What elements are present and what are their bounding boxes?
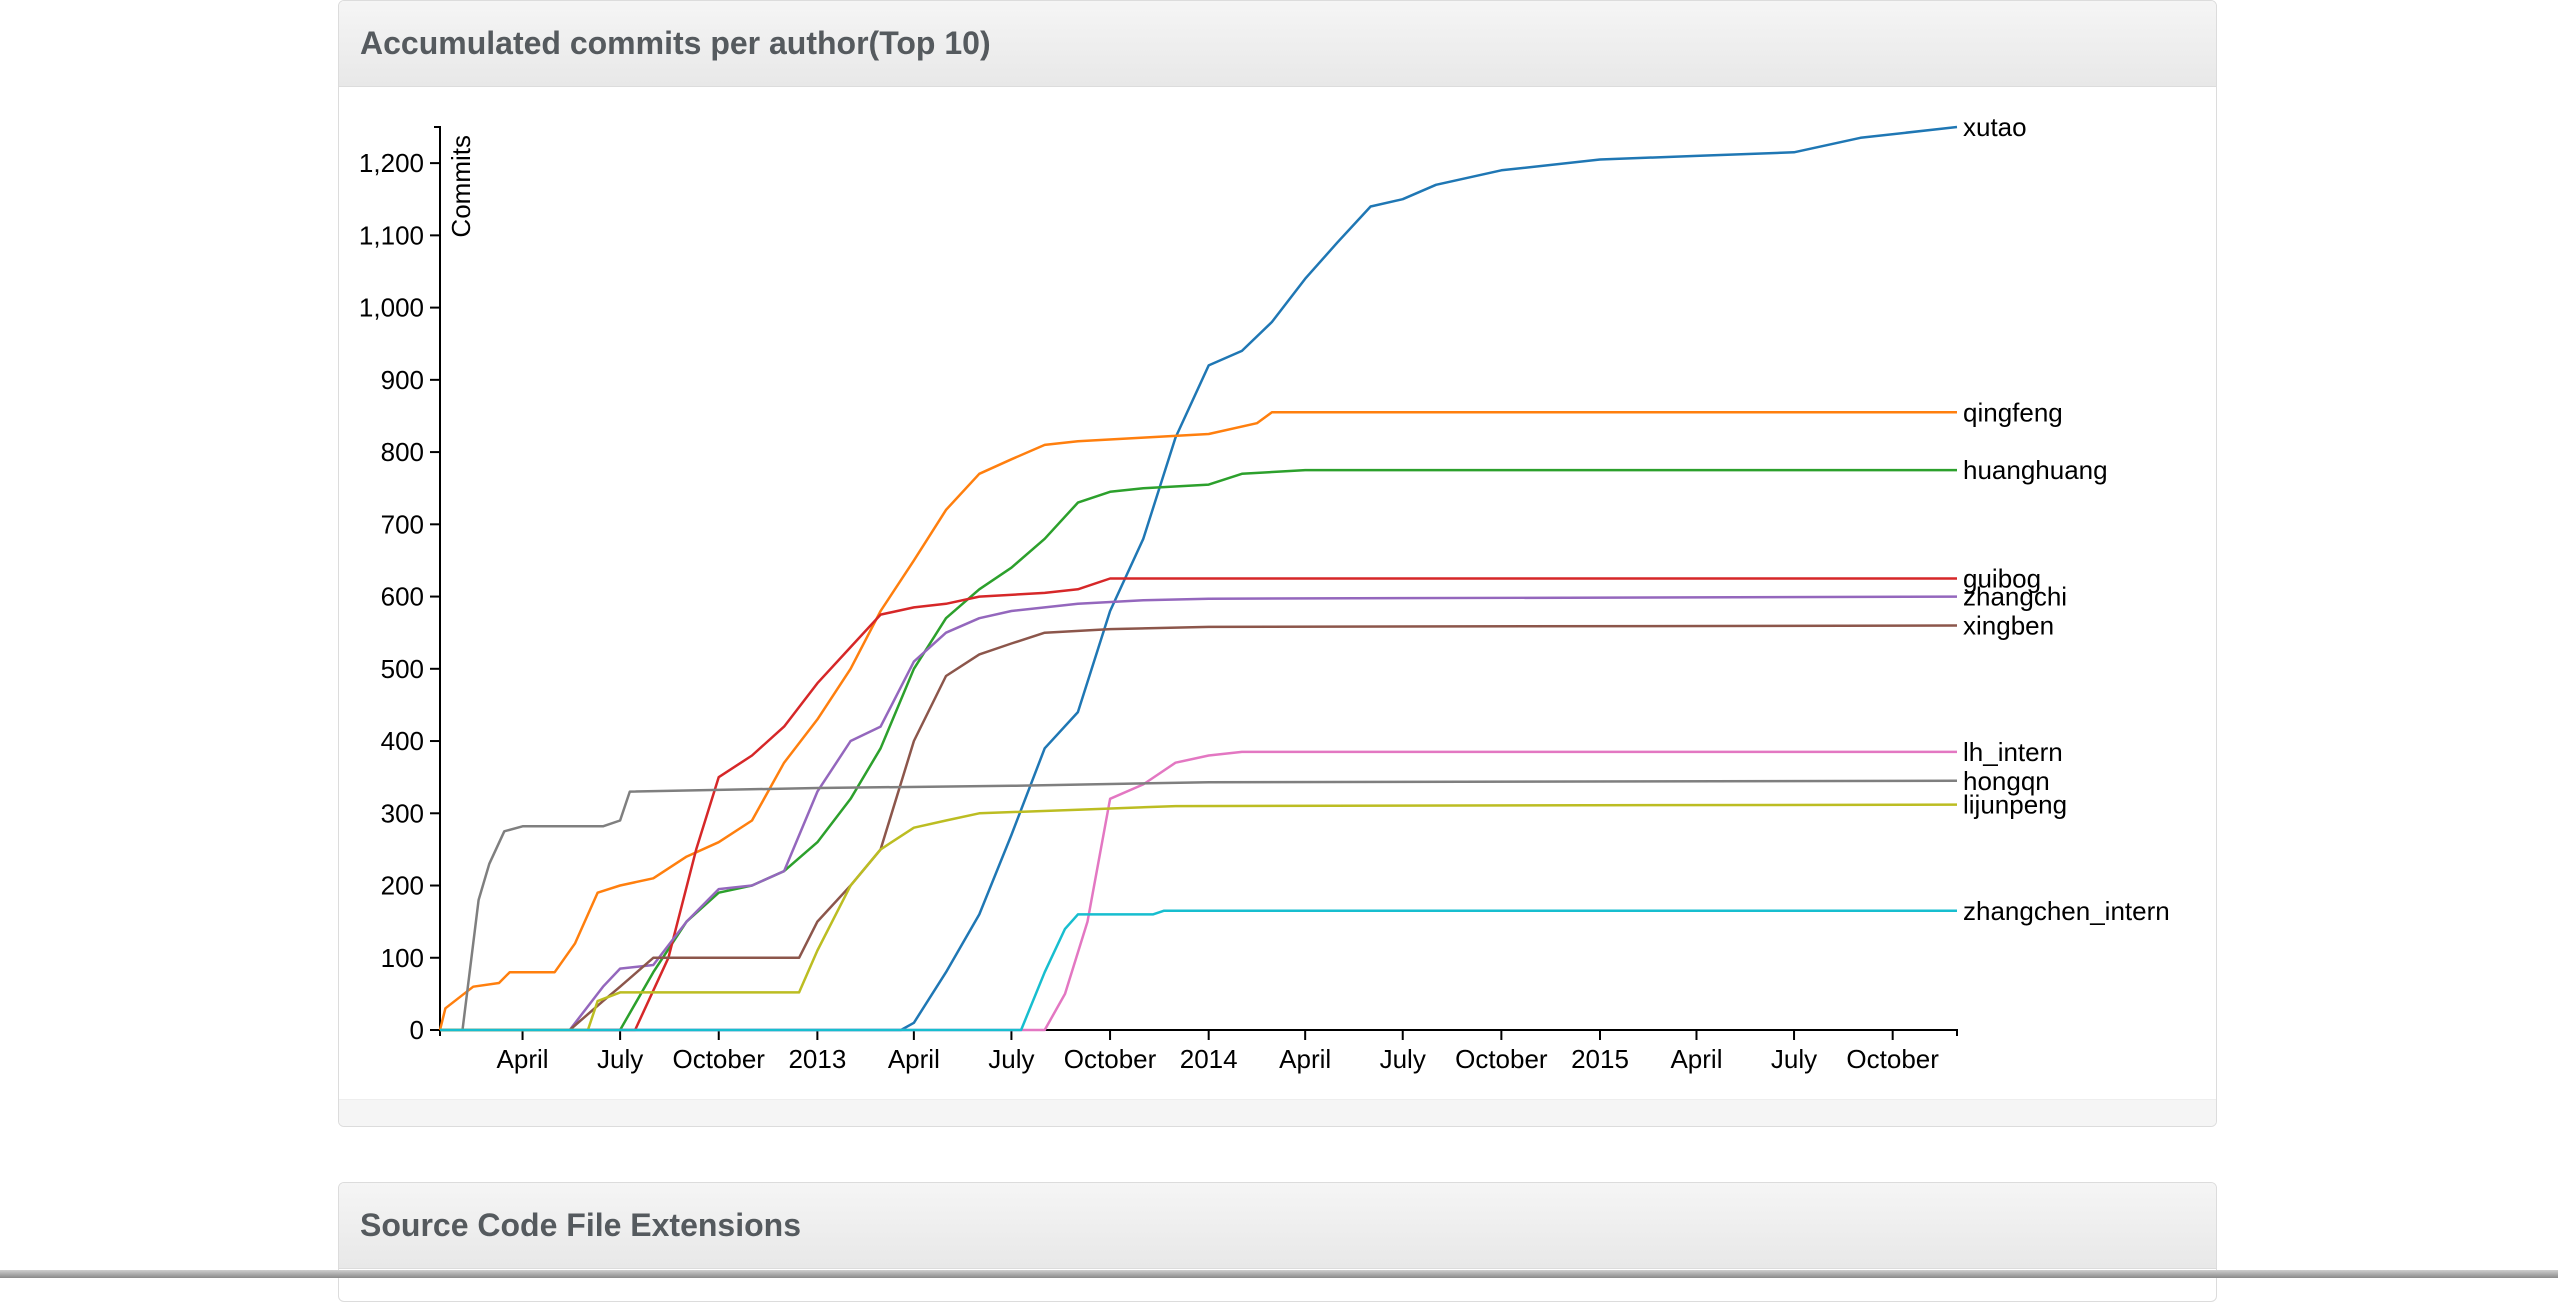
x-axis-line <box>439 1029 1958 1036</box>
panel-title-commits: Accumulated commits per author(Top 10) <box>360 25 991 61</box>
x-tick-label: April <box>1279 1044 1331 1074</box>
x-tick-label: April <box>1670 1044 1722 1074</box>
series-label-zhangchen-intern: zhangchen_intern <box>1963 896 2170 926</box>
chart-area: 0 100 200 300 400 500 600 700 800 900 1,000 1,100 1,… <box>339 87 2216 1098</box>
panel-title-extensions: Source Code File Extensions <box>360 1207 801 1243</box>
y-tick-label: 1,000 <box>359 293 424 323</box>
series-line-xingben <box>440 624 1958 1032</box>
y-axis-line <box>434 126 441 1031</box>
chart-axes: 0 100 200 300 400 500 600 700 800 900 1,000 1,100 1,… <box>359 126 1958 1074</box>
x-tick-label: July <box>597 1044 643 1074</box>
extensions-panel-heading: Source Code File Extensions <box>339 1183 2216 1269</box>
series-line-hongqn <box>440 779 1958 1032</box>
x-tick-label: October <box>672 1044 765 1074</box>
x-tick-label: 2014 <box>1180 1044 1238 1074</box>
series-label-guibog: guibog <box>1963 564 2041 594</box>
y-tick-label: 100 <box>381 943 424 973</box>
y-tick-label: 1,100 <box>359 220 424 250</box>
series-label-hongqn: hongqn <box>1963 766 2050 796</box>
series-label-huanghuang: huanghuang <box>1963 455 2108 485</box>
y-tick-label: 0 <box>410 1015 424 1045</box>
y-tick-label: 1,200 <box>359 148 424 178</box>
window-bottom-edge <box>0 1270 2558 1278</box>
y-tick-label: 300 <box>381 798 424 828</box>
x-tick-label: April <box>888 1044 940 1074</box>
series-line-lh-intern <box>440 750 1957 1032</box>
x-tick-label: July <box>988 1044 1034 1074</box>
series-line-zhangchi <box>440 595 1958 1032</box>
series-label-xingben: xingben <box>1963 610 2054 640</box>
y-tick-label: 900 <box>381 365 424 395</box>
y-axis-title: Commits <box>446 135 476 238</box>
series-label-qingfeng: qingfeng <box>1963 397 2063 427</box>
series-lines: xutao qingfeng huanghuang guibogzhangchixin… <box>438 112 2170 1032</box>
commits-panel-heading: Accumulated commits per author(Top 10) <box>339 1 2216 87</box>
y-tick-label: 800 <box>381 437 424 467</box>
extensions-panel: Source Code File Extensions <box>338 1182 2217 1302</box>
x-tick-label: October <box>1846 1044 1939 1074</box>
commits-line-chart: 0 100 200 300 400 500 600 700 800 900 1,000 1,100 1,… <box>359 112 2170 1074</box>
series-line-zhangchen-intern <box>440 909 1957 1032</box>
y-tick-label: 400 <box>381 726 424 756</box>
y-tick-label: 200 <box>381 871 424 901</box>
y-tick-label: 500 <box>381 654 424 684</box>
series-line-guibog <box>440 577 1957 1032</box>
x-tick-label: 2013 <box>788 1044 846 1074</box>
series-line-lijunpeng <box>440 803 1958 1032</box>
x-tick-label: July <box>1771 1044 1817 1074</box>
series-label-lijunpeng: lijunpeng <box>1963 790 2067 820</box>
commits-panel-footer <box>339 1099 2216 1126</box>
x-tick-label: July <box>1380 1044 1426 1074</box>
series-line-qingfeng <box>438 411 1957 1031</box>
commits-panel: Accumulated commits per author(Top 10) 0… <box>338 0 2217 1127</box>
series-label-xutao: xutao <box>1963 112 2027 142</box>
x-tick-label: 2015 <box>1571 1044 1629 1074</box>
x-tick-label: April <box>497 1044 549 1074</box>
series-line-huanghuang <box>440 468 1957 1032</box>
x-tick-label: October <box>1064 1044 1157 1074</box>
y-tick-label: 700 <box>381 509 424 539</box>
series-label-zhangchi: zhangchi <box>1963 582 2067 612</box>
series-line-xutao <box>440 125 1958 1032</box>
y-tick-label: 600 <box>381 582 424 612</box>
series-label-lh-intern: lh_intern <box>1963 737 2063 767</box>
x-tick-label: October <box>1455 1044 1548 1074</box>
